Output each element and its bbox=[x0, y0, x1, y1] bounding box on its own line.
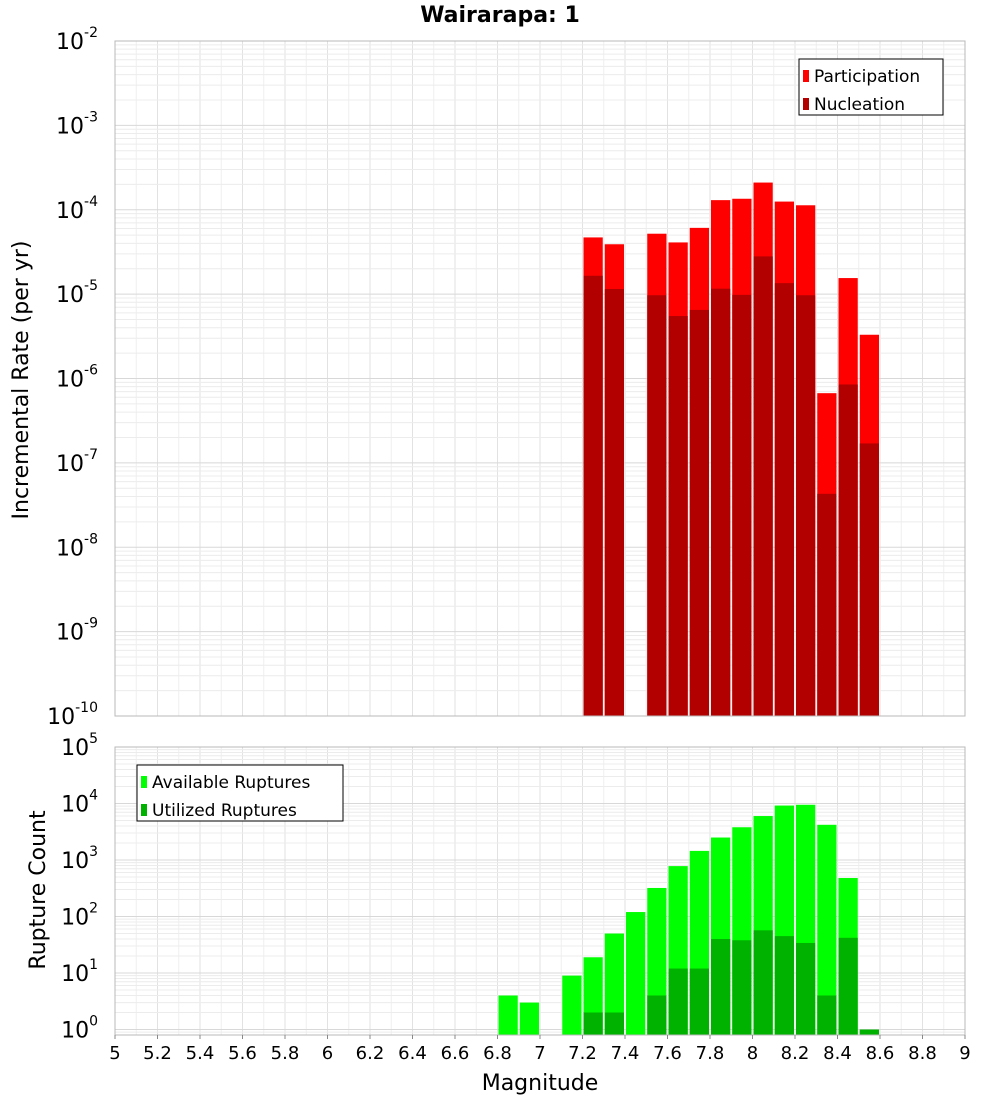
legend-box bbox=[136, 764, 344, 822]
legend: Available Ruptures Utilized Ruptures bbox=[136, 764, 344, 822]
x-tick-label: 8.2 bbox=[781, 1043, 810, 1064]
chart-title: Wairarapa: 1 bbox=[420, 3, 580, 28]
available-ruptures-bar bbox=[626, 912, 646, 1035]
x-tick-label: 5.6 bbox=[228, 1043, 257, 1064]
x-tick-label: 6 bbox=[322, 1043, 333, 1064]
utilized-ruptures-bar bbox=[689, 968, 709, 1035]
available-ruptures-bar bbox=[817, 824, 837, 1035]
utilized-ruptures-bar bbox=[859, 1029, 879, 1035]
available-ruptures-bar bbox=[604, 933, 624, 1035]
available-ruptures-bar bbox=[519, 1002, 539, 1035]
utilized-ruptures-bar bbox=[583, 1012, 603, 1035]
nucleation-bar bbox=[838, 384, 858, 716]
nucleation-bar bbox=[668, 316, 688, 716]
utilized-ruptures-bar bbox=[753, 930, 773, 1035]
y-tick-label: 101 bbox=[61, 957, 98, 987]
count-panel: 100 101 102 103 104 105 Available Ruptures Util… bbox=[61, 731, 966, 1044]
x-tick-label: 6.6 bbox=[441, 1043, 470, 1064]
y-tick-label: 10-7 bbox=[56, 447, 98, 477]
legend-label: Utilized Ruptures bbox=[152, 801, 297, 821]
legend-label: Available Ruptures bbox=[152, 773, 310, 793]
legend-box bbox=[798, 58, 944, 116]
y-tick-label: 103 bbox=[61, 844, 98, 874]
legend-swatch bbox=[803, 98, 809, 110]
y-tick-label: 10-10 bbox=[47, 700, 98, 730]
legend-label: Participation bbox=[814, 67, 920, 87]
x-tick-label: 7.8 bbox=[696, 1043, 725, 1064]
x-tick-label: 5.8 bbox=[271, 1043, 300, 1064]
x-tick-label: 7.2 bbox=[568, 1043, 597, 1064]
nucleation-bar bbox=[817, 493, 837, 716]
utilized-ruptures-bar bbox=[604, 1012, 624, 1035]
x-tick-label: 8 bbox=[747, 1043, 758, 1064]
y-tick-label: 10-2 bbox=[56, 25, 98, 55]
legend-swatch bbox=[803, 70, 809, 82]
utilized-ruptures-bar bbox=[838, 937, 858, 1035]
utilized-ruptures-bar bbox=[668, 968, 688, 1035]
y-tick-label: 10-9 bbox=[56, 616, 98, 646]
x-tick-label: 7.4 bbox=[611, 1043, 640, 1064]
utilized-ruptures-bar bbox=[711, 939, 731, 1035]
x-tick-label: 8.4 bbox=[823, 1043, 852, 1064]
y-tick-label: 102 bbox=[61, 901, 98, 931]
nucleation-bar bbox=[583, 275, 603, 716]
top-y-axis-label: Incremental Rate (per yr) bbox=[9, 241, 34, 520]
utilized-ruptures-bar bbox=[796, 942, 816, 1035]
legend: Participation Nucleation bbox=[798, 58, 944, 116]
legend-swatch bbox=[141, 776, 147, 788]
utilized-ruptures-bar bbox=[732, 940, 752, 1035]
nucleation-bar bbox=[604, 289, 624, 716]
nucleation-bar bbox=[732, 294, 752, 716]
y-tick-label: 10-5 bbox=[56, 278, 98, 308]
x-tick-label: 5 bbox=[109, 1043, 120, 1064]
utilized-ruptures-bar bbox=[774, 936, 794, 1035]
x-tick-label: 8.6 bbox=[866, 1043, 895, 1064]
y-tick-label: 100 bbox=[61, 1014, 98, 1044]
x-tick-label: 5.2 bbox=[143, 1043, 172, 1064]
legend-label: Nucleation bbox=[814, 95, 905, 115]
x-tick-label: 5.4 bbox=[186, 1043, 215, 1064]
y-tick-label: 10-8 bbox=[56, 531, 98, 561]
plot-frame bbox=[114, 40, 966, 717]
utilized-ruptures-bar bbox=[817, 995, 837, 1035]
y-tick-label: 10-6 bbox=[56, 363, 98, 393]
x-tick-label: 8.8 bbox=[908, 1043, 937, 1064]
nucleation-bar bbox=[753, 256, 773, 716]
x-tick-label: 6.2 bbox=[356, 1043, 385, 1064]
y-tick-label: 104 bbox=[61, 788, 98, 818]
x-tick-label: 6.4 bbox=[398, 1043, 427, 1064]
y-tick-label: 10-3 bbox=[56, 109, 98, 139]
y-tick-label: 10-4 bbox=[56, 194, 98, 224]
x-axis-label: Magnitude bbox=[482, 1071, 599, 1096]
nucleation-bar bbox=[647, 295, 667, 716]
nucleation-bar bbox=[796, 295, 816, 716]
rate-panel: 10-10 10-9 10-8 10-7 10-6 10-5 10-4 10-3 10-2 Par… bbox=[47, 25, 966, 730]
available-ruptures-bar bbox=[562, 975, 582, 1035]
x-tick-label: 9 bbox=[959, 1043, 970, 1064]
utilized-ruptures-bar bbox=[647, 995, 667, 1035]
bottom-y-axis-label: Rupture Count bbox=[26, 810, 51, 970]
legend-swatch bbox=[141, 804, 147, 816]
nucleation-bar bbox=[711, 288, 731, 716]
x-tick-label: 7.6 bbox=[653, 1043, 682, 1064]
x-tick-label: 6.8 bbox=[483, 1043, 512, 1064]
nucleation-bar bbox=[859, 443, 879, 716]
x-tick-label: 7 bbox=[534, 1043, 545, 1064]
nucleation-bar bbox=[774, 283, 794, 716]
nucleation-bar bbox=[689, 309, 709, 716]
available-ruptures-bar bbox=[498, 995, 518, 1035]
y-tick-label: 105 bbox=[61, 731, 98, 761]
